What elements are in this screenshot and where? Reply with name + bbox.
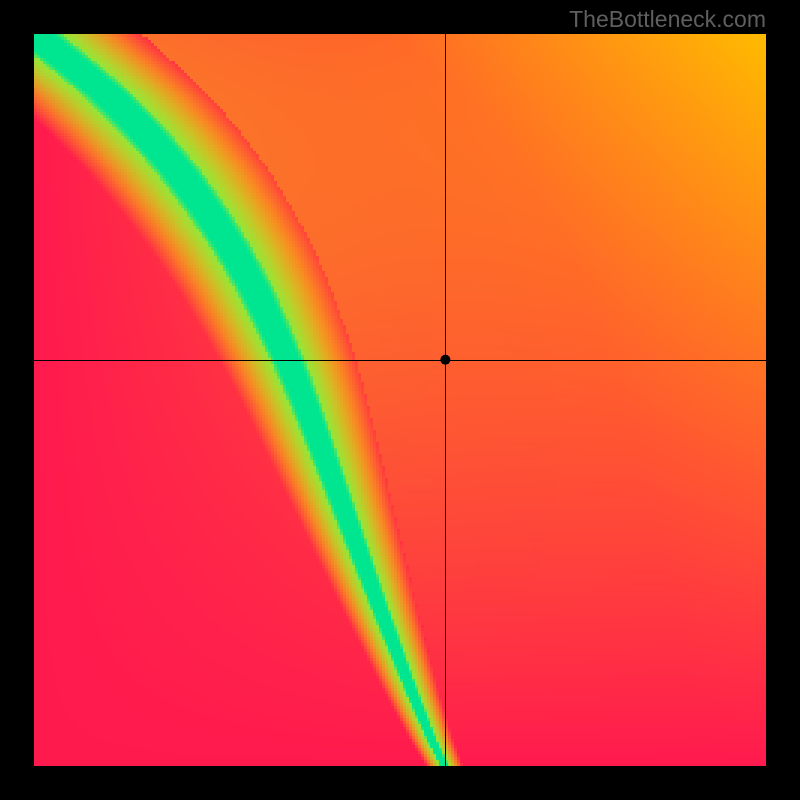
crosshair-overlay <box>34 34 766 766</box>
chart-container: TheBottleneck.com <box>0 0 800 800</box>
watermark-text: TheBottleneck.com <box>569 6 766 33</box>
